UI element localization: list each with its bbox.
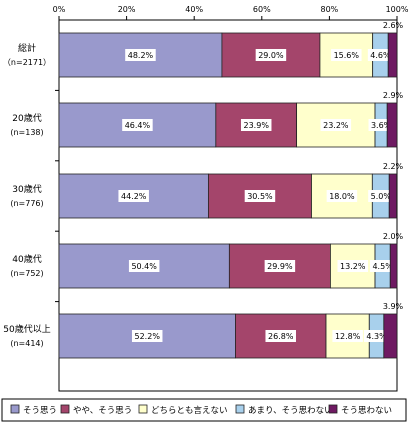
- data-label: 29.9%: [267, 262, 293, 271]
- data-label-bg: [122, 119, 153, 131]
- bar-segment: [383, 313, 398, 359]
- data-label: 3.9%: [383, 302, 404, 311]
- data-label: 4.6%: [370, 51, 391, 60]
- data-label: 2.0%: [383, 232, 404, 241]
- data-label: 12.8%: [335, 332, 361, 341]
- data-label: 2.9%: [383, 91, 404, 100]
- bar-segment: [389, 243, 398, 289]
- legend-label: あまり、そう思わない: [248, 406, 333, 416]
- data-label: 44.2%: [121, 192, 147, 201]
- category-sublabel: (n=776): [10, 199, 43, 208]
- data-label: 5.0%: [371, 192, 392, 201]
- data-label-bg: [131, 330, 163, 342]
- x-tick-label: 0%: [53, 5, 66, 14]
- data-label-bg: [240, 119, 272, 131]
- data-label-bg: [118, 190, 149, 202]
- data-label-bg: [320, 119, 352, 131]
- data-label: 48.2%: [128, 51, 154, 60]
- x-tick-label: 100%: [386, 5, 409, 14]
- bar-segment: [388, 173, 398, 219]
- data-label: 52.2%: [135, 332, 161, 341]
- legend-swatch: [328, 404, 338, 414]
- data-label: 46.4%: [125, 121, 151, 130]
- data-label-bg: [368, 190, 394, 202]
- data-label: 13.2%: [340, 262, 366, 271]
- legend-box: [1, 398, 407, 422]
- data-label: 3.6%: [371, 121, 392, 130]
- bar-segment: [386, 102, 398, 148]
- legend-label: そう思わない: [341, 406, 392, 416]
- x-tick-label: 80%: [321, 5, 339, 14]
- x-tick-label: 60%: [253, 5, 271, 14]
- data-label: 23.9%: [244, 121, 270, 130]
- category-label: 20歳代: [12, 112, 41, 124]
- legend-swatch: [10, 404, 20, 414]
- x-tick-label: 20%: [118, 5, 136, 14]
- legend-swatch: [138, 404, 148, 414]
- category-sublabel: (n=414): [10, 339, 43, 348]
- data-label-bg: [255, 49, 287, 61]
- data-label-bg: [125, 49, 156, 61]
- data-label: 2.2%: [383, 162, 404, 171]
- data-label: 15.6%: [334, 51, 360, 60]
- data-label-bg: [326, 190, 358, 202]
- data-label-bg: [370, 260, 396, 272]
- bar-segment: [387, 32, 398, 78]
- legend-label: そう思う: [23, 406, 57, 416]
- data-label: 26.8%: [268, 332, 294, 341]
- data-label-bg: [331, 49, 362, 61]
- data-label-bg: [264, 260, 296, 272]
- data-label-bg: [128, 260, 160, 272]
- legend-label: どちらとも言えない: [151, 405, 228, 416]
- legend-swatch: [60, 404, 70, 414]
- category-label: 50歳代以上: [3, 323, 50, 335]
- x-tick-label: 40%: [185, 5, 203, 14]
- data-label: 4.3%: [366, 332, 387, 341]
- category-sublabel: (n=138): [10, 128, 43, 137]
- data-label: 4.5%: [372, 262, 393, 271]
- data-label-bg: [265, 330, 296, 342]
- data-label-bg: [337, 260, 368, 272]
- legend-label: やや、そう思う: [73, 406, 132, 416]
- data-label-bg: [363, 330, 390, 342]
- data-label: 30.5%: [247, 192, 273, 201]
- category-label: 総計: [18, 42, 36, 54]
- category-label: 40歳代: [12, 253, 41, 265]
- data-label: 23.2%: [323, 121, 349, 130]
- data-label: 50.4%: [131, 262, 157, 271]
- data-label-bg: [367, 49, 394, 61]
- category-sublabel: （n=2171）: [3, 58, 51, 67]
- category-sublabel: (n=752): [10, 269, 43, 278]
- category-label: 30歳代: [12, 183, 41, 195]
- data-label-bg: [244, 190, 276, 202]
- data-label: 29.0%: [258, 51, 284, 60]
- data-label: 18.0%: [329, 192, 355, 201]
- legend-swatch: [235, 404, 245, 414]
- data-label: 2.6%: [383, 21, 404, 30]
- data-label-bg: [332, 330, 363, 342]
